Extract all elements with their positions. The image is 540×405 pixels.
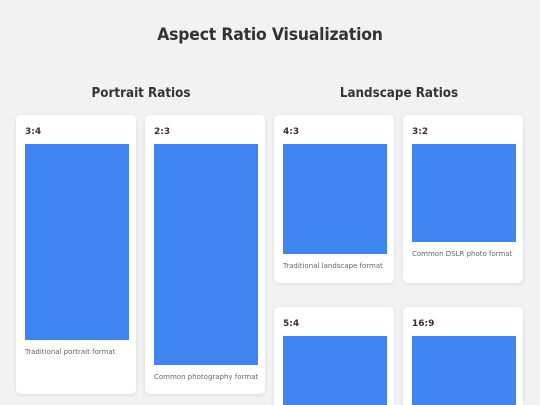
ratio-card-3-4: 3:4 Traditional portrait format [16,115,136,394]
ratio-description: Traditional portrait format [25,348,116,356]
ratio-card-4-3: 4:3 Traditional landscape format [274,115,394,283]
ratio-label: 5:4 [283,319,300,329]
ratio-card-3-2: 3:2 Common DSLR photo format [403,115,523,283]
ratio-label: 4:3 [283,127,300,137]
ratio-preview-box [283,336,387,405]
ratio-card-2-3: 2:3 Common photography format [145,115,265,394]
ratio-preview-box [283,144,387,254]
ratio-preview-box [25,144,129,340]
portrait-section-heading: Portrait Ratios [91,86,191,101]
ratio-card-5-4: 5:4 [274,307,394,405]
ratio-preview-box [412,336,516,405]
ratio-preview-box [412,144,516,242]
ratio-description: Traditional landscape format [283,262,383,270]
ratio-card-16-9: 16:9 [403,307,523,405]
ratio-label: 3:4 [25,127,42,137]
ratio-label: 2:3 [154,127,171,137]
ratio-label: 3:2 [412,127,429,137]
ratio-label: 16:9 [412,319,435,329]
ratio-description: Common DSLR photo format [412,250,513,258]
ratio-description: Common photography format [154,373,259,381]
page-title: Aspect Ratio Visualization [157,25,383,45]
landscape-section-heading: Landscape Ratios [339,86,459,101]
ratio-preview-box [154,144,258,365]
